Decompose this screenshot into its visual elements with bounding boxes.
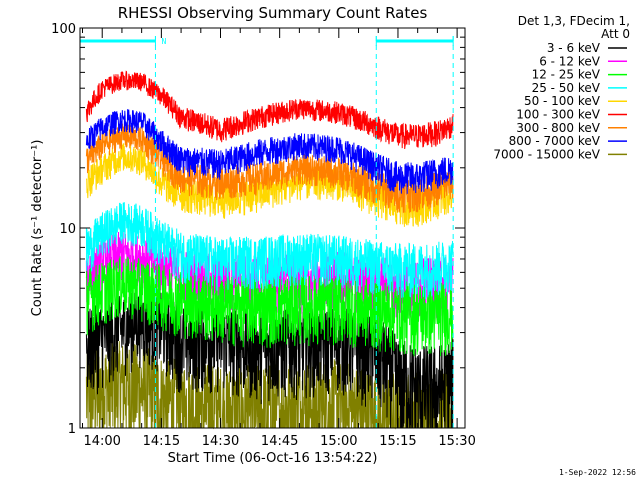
axes: 1 10 100 14:00 14:15 14:30 14:45 15:00 15:15 15:3… bbox=[51, 22, 476, 449]
chart-title: RHESSI Observing Summary Count Rates bbox=[118, 4, 428, 22]
y-tick-label-10: 10 bbox=[59, 222, 76, 237]
chart-text: RHESSI Observing Summary Count Rates Star… bbox=[30, 4, 636, 477]
x-tick-label-14-00: 14:00 bbox=[83, 434, 120, 449]
series-line-100-300-kev bbox=[85, 70, 454, 150]
series-line-800-7000-kev bbox=[85, 109, 454, 194]
data-traces bbox=[85, 70, 454, 430]
legend-header-line-2: Att 0 bbox=[601, 27, 630, 41]
flag-label: N bbox=[161, 37, 166, 46]
x-tick-label-15-15: 15:15 bbox=[379, 434, 416, 449]
x-tick-label-15-00: 15:00 bbox=[320, 434, 357, 449]
x-tick-label-14-30: 14:30 bbox=[202, 434, 239, 449]
legend-label-6-12-kev: 6 - 12 keV bbox=[539, 54, 601, 68]
legend-label-3-6-kev: 3 - 6 keV bbox=[547, 41, 601, 55]
legend-label-25-50-kev: 25 - 50 keV bbox=[532, 81, 601, 95]
legend-label-300-800-kev: 300 - 800 keV bbox=[516, 121, 600, 135]
legend-label-100-300-kev: 100 - 300 keV bbox=[516, 108, 600, 122]
y-tick-label-100: 100 bbox=[51, 22, 76, 37]
series-line-25-50-kev bbox=[85, 202, 454, 300]
legend-label-12-25-kev: 12 - 25 keV bbox=[532, 68, 601, 82]
legend-label-50-100-kev: 50 - 100 keV bbox=[524, 94, 601, 108]
x-tick-label-14-15: 14:15 bbox=[143, 434, 180, 449]
y-axis-label: Count Rate (s⁻¹ detector⁻¹) bbox=[30, 140, 45, 317]
x-tick-label-15-30: 15:30 bbox=[438, 434, 475, 449]
y-tick-label-1: 1 bbox=[68, 422, 76, 437]
legend-header-line-1: Det 1,3, FDecim 1, bbox=[518, 14, 630, 28]
x-tick-label-14-45: 14:45 bbox=[261, 434, 298, 449]
x-axis-label: Start Time (06-Oct-16 13:54:22) bbox=[168, 451, 378, 466]
legend-label-7000-15000-kev: 7000 - 15000 keV bbox=[493, 147, 600, 161]
series-line-3-6-kev bbox=[85, 289, 454, 429]
timestamp: 1-Sep-2022 12:56 bbox=[559, 468, 636, 477]
series-line-12-25-kev bbox=[85, 256, 454, 357]
legend-label-800-7000-kev: 800 - 7000 keV bbox=[509, 134, 601, 148]
